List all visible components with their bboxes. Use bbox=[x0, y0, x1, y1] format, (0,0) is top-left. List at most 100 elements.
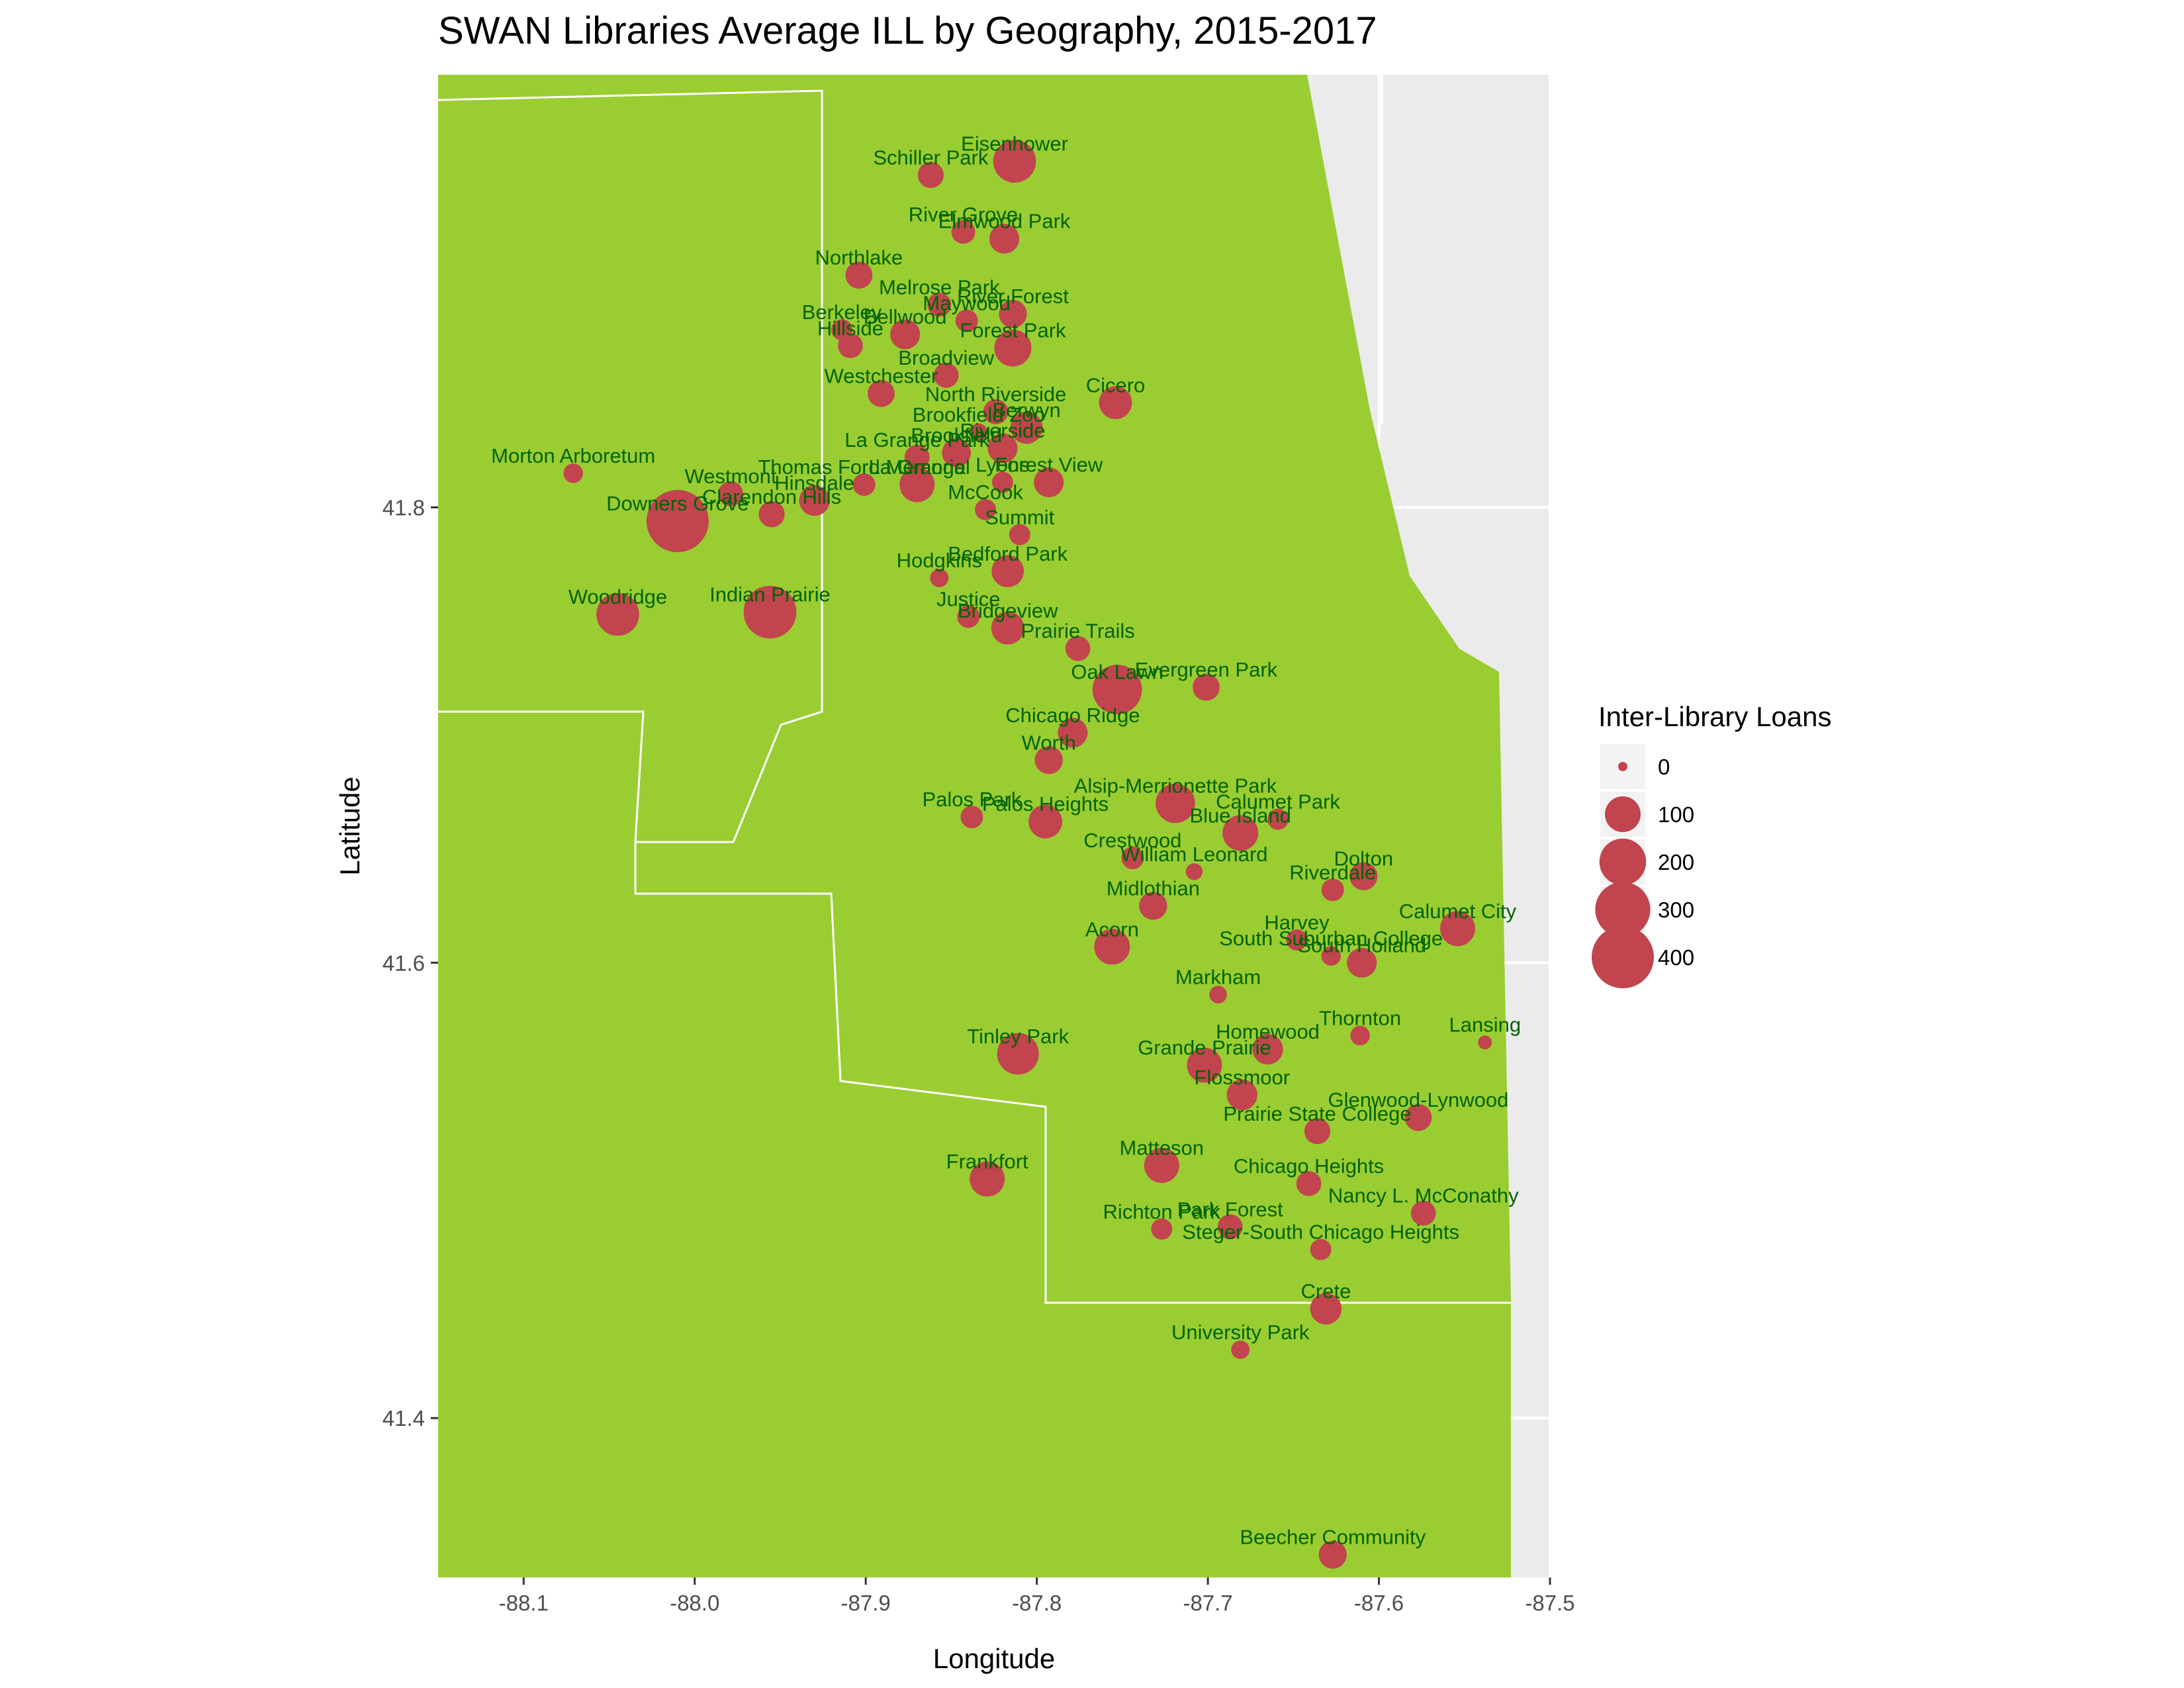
point-label-6: River Forest bbox=[957, 285, 1069, 308]
point-25 bbox=[563, 463, 583, 483]
point-label-16: Berwyn bbox=[992, 399, 1060, 422]
point-label-12: Broadview bbox=[898, 346, 994, 369]
will-county-boundary bbox=[634, 842, 1511, 1304]
x-axis-label: Longitude bbox=[933, 1643, 1056, 1674]
point-74 bbox=[1310, 1293, 1342, 1325]
point-label-44: Palos Park bbox=[922, 788, 1021, 811]
point-label-40: Evergreen Park bbox=[1135, 658, 1278, 681]
point-41 bbox=[1058, 718, 1088, 748]
point-label-37: Bridgeview bbox=[958, 599, 1058, 622]
point-4 bbox=[845, 261, 873, 289]
point-label-27: Hinsdale bbox=[774, 471, 854, 494]
point-label-22: Forest View bbox=[995, 453, 1103, 477]
point-label-65: Glenwood-Lynwood bbox=[1328, 1088, 1509, 1111]
point-36 bbox=[957, 605, 980, 628]
point-50 bbox=[1321, 878, 1344, 902]
chart-title: SWAN Libraries Average ILL by Geography,… bbox=[438, 9, 1377, 52]
legend-key-2 bbox=[1599, 838, 1647, 886]
point-65 bbox=[1404, 1103, 1432, 1131]
point-38 bbox=[1065, 635, 1091, 661]
point-label-55: South Suburban College bbox=[1219, 927, 1443, 950]
point-27 bbox=[799, 485, 830, 516]
legend-label-0: 0 bbox=[1658, 755, 1670, 779]
point-label-66: Prairie State College bbox=[1223, 1102, 1411, 1125]
point-label-2: River Grove bbox=[909, 203, 1018, 226]
point-40 bbox=[1193, 673, 1220, 701]
point-label-7: Maywood bbox=[923, 291, 1011, 314]
point-68 bbox=[970, 1161, 1005, 1197]
point-11 bbox=[994, 329, 1032, 367]
point-19 bbox=[987, 433, 1018, 463]
point-label-60: Lansing bbox=[1449, 1013, 1521, 1037]
point-label-61: Homewood bbox=[1216, 1020, 1320, 1043]
point-35 bbox=[743, 585, 797, 639]
point-52 bbox=[1139, 892, 1167, 920]
point-61 bbox=[1252, 1033, 1283, 1065]
point-label-3: Elmwood Park bbox=[938, 210, 1071, 233]
point-16 bbox=[1010, 411, 1043, 444]
point-59 bbox=[1350, 1025, 1370, 1046]
point-18 bbox=[942, 438, 971, 467]
point-label-0: Eisenhower bbox=[961, 132, 1068, 156]
point-46 bbox=[1267, 808, 1289, 830]
legend-label-4: 400 bbox=[1658, 945, 1694, 970]
x-tick-label-5: -87.6 bbox=[1354, 1591, 1404, 1615]
point-60 bbox=[1478, 1035, 1492, 1050]
point-label-54: Harvey bbox=[1264, 911, 1330, 934]
point-label-67: Matteson bbox=[1120, 1136, 1205, 1159]
point-44 bbox=[960, 806, 983, 829]
point-56 bbox=[1094, 929, 1130, 965]
point-2 bbox=[951, 220, 976, 244]
point-label-72: Park Forest bbox=[1177, 1197, 1284, 1221]
point-label-48: Crestwood bbox=[1083, 829, 1181, 852]
x-tick-label-4: -87.7 bbox=[1183, 1591, 1232, 1615]
point-71 bbox=[1151, 1218, 1173, 1240]
point-label-62: Tinley Park bbox=[967, 1025, 1069, 1048]
x-tick-label-2: -87.9 bbox=[841, 1591, 891, 1615]
point-label-13: Westchester bbox=[825, 365, 938, 388]
point-label-50: Riverdale bbox=[1289, 861, 1376, 884]
x-axis: -88.1 -88.0 -87.9 -87.8 -87.7 -87.6 -87.5 bbox=[499, 1577, 1575, 1615]
point-32 bbox=[991, 555, 1024, 588]
point-label-42: Worth bbox=[1022, 731, 1076, 754]
point-label-52: Midlothian bbox=[1107, 876, 1200, 900]
point-3 bbox=[989, 224, 1019, 254]
point-label-41: Chicago Ridge bbox=[1005, 704, 1140, 727]
point-49 bbox=[1185, 863, 1203, 880]
point-42 bbox=[1034, 746, 1063, 774]
x-tick-label-6: -87.5 bbox=[1525, 1591, 1574, 1615]
point-label-14: Cicero bbox=[1086, 373, 1146, 397]
point-label-11: Forest Park bbox=[960, 319, 1066, 342]
point-label-26: Westmont bbox=[684, 465, 776, 488]
point-label-53: Calumet City bbox=[1399, 900, 1517, 923]
point-73 bbox=[1310, 1239, 1332, 1260]
point-55 bbox=[1321, 946, 1341, 966]
point-label-45: Palos Heights bbox=[982, 792, 1109, 816]
y-tick-label-1: 41.6 bbox=[383, 951, 425, 975]
point-58 bbox=[1209, 986, 1227, 1004]
point-13 bbox=[867, 380, 895, 407]
point-62 bbox=[997, 1033, 1039, 1075]
point-70 bbox=[1410, 1200, 1436, 1226]
point-label-20: La Grange Park bbox=[844, 428, 989, 451]
point-label-64: Flossmoor bbox=[1194, 1066, 1290, 1089]
point-label-1: Schiller Park bbox=[873, 146, 988, 169]
point-51 bbox=[1349, 862, 1378, 890]
point-39 bbox=[1092, 665, 1142, 714]
point-label-19: Riverside bbox=[960, 419, 1045, 442]
point-label-43: Alsip-Merrionette Park bbox=[1074, 774, 1277, 798]
point-label-24: Thomas Ford Memorial bbox=[758, 455, 970, 479]
legend-key-1 bbox=[1605, 796, 1641, 832]
point-54 bbox=[1286, 929, 1308, 951]
point-label-17: Brookfield Zoo bbox=[913, 403, 1045, 426]
point-label-8: Bellwood bbox=[864, 305, 947, 328]
point-6 bbox=[999, 299, 1027, 328]
x-tick-label-3: -87.8 bbox=[1012, 1591, 1062, 1615]
point-24 bbox=[852, 473, 876, 496]
point-21 bbox=[991, 471, 1013, 493]
point-66 bbox=[1304, 1118, 1331, 1145]
point-label-25: Morton Arboretum bbox=[491, 444, 655, 467]
point-label-46: Calumet Park bbox=[1216, 790, 1340, 814]
